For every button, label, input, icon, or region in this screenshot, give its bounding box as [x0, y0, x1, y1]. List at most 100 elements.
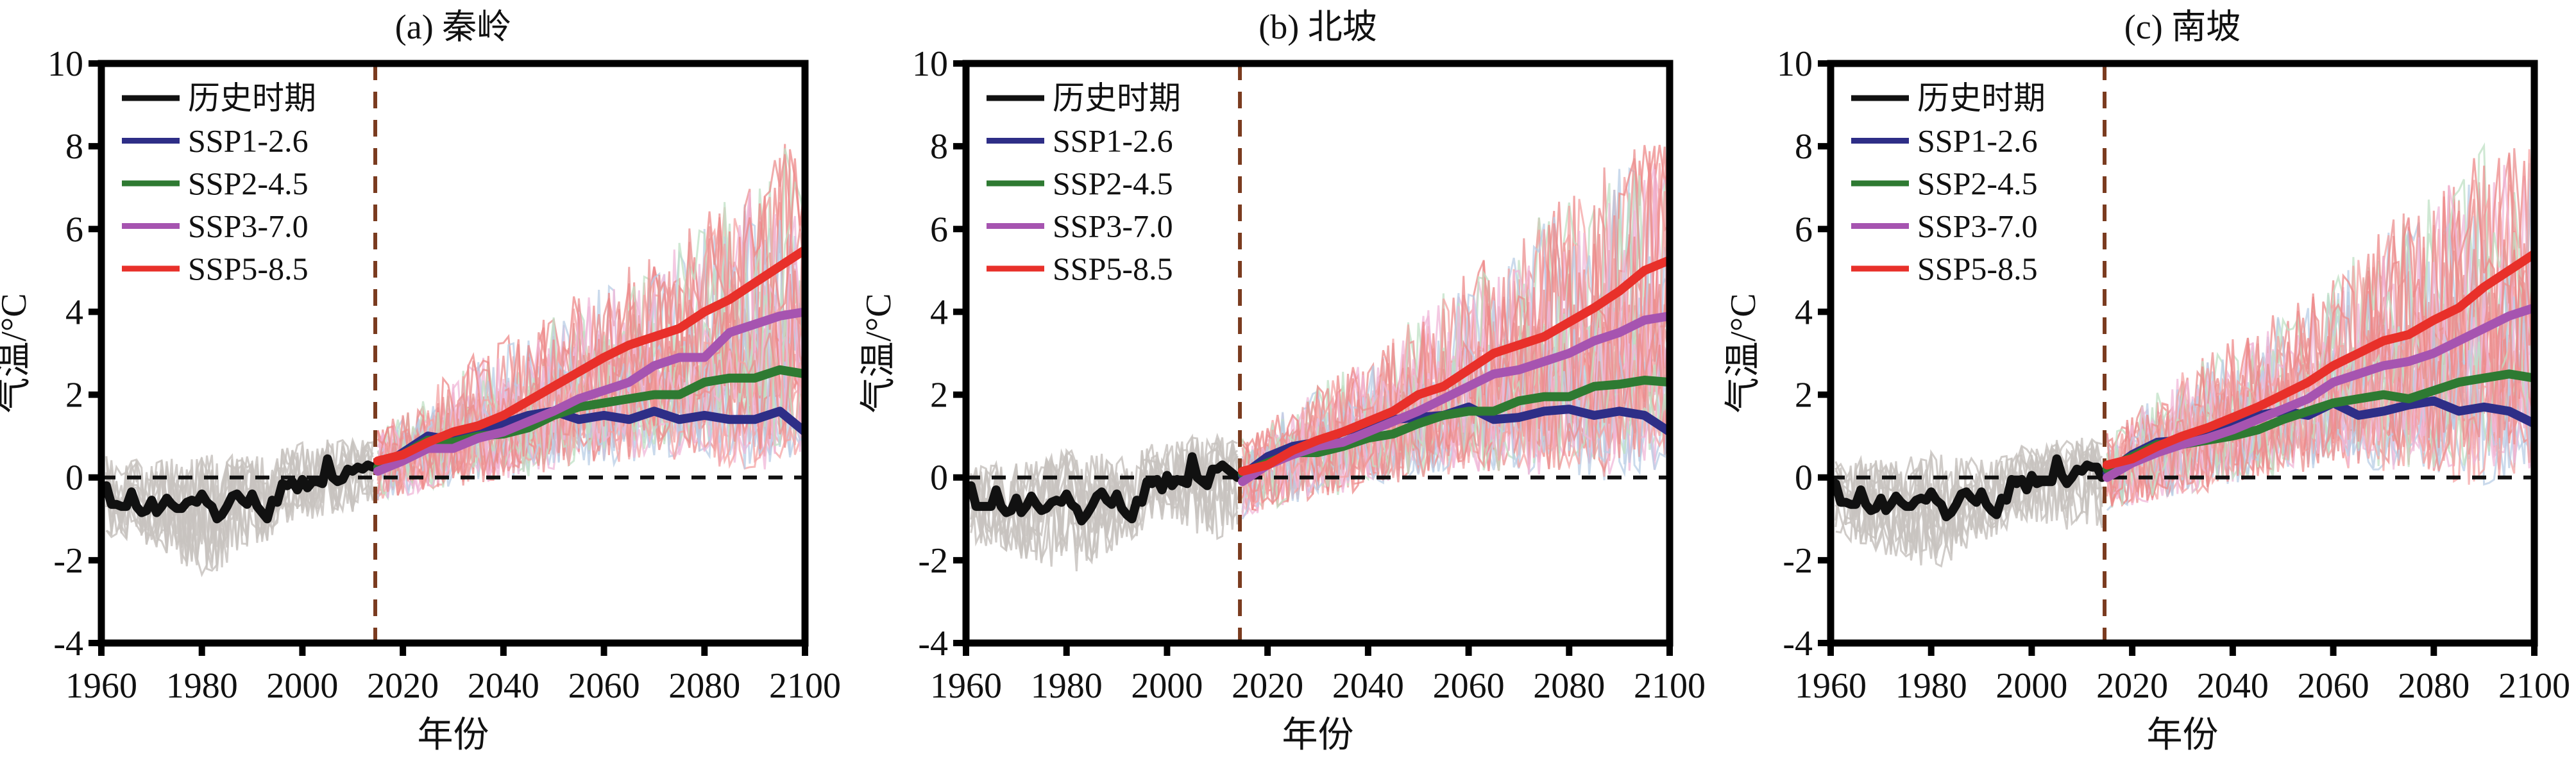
series-line-historical [1831, 454, 2107, 522]
legend-item: SSP5-8.5 [987, 251, 1173, 287]
ensemble-line-historical [106, 448, 374, 569]
series-line-ssp2-4.5 [1238, 376, 1670, 478]
plot-area [1831, 63, 2534, 643]
legend-label: 历史时期 [188, 80, 316, 116]
legend-label: SSP2-4.5 [188, 165, 309, 201]
x-tick-label: 2060 [1433, 666, 1505, 706]
y-tick-label: 10 [1777, 44, 1813, 84]
x-tick-label: 2100 [769, 666, 841, 706]
x-tick-label: 2000 [1131, 666, 1203, 706]
legend-label: SSP3-7.0 [1917, 208, 2038, 244]
y-tick-label: 6 [1795, 210, 1813, 249]
series-line-ssp5-8.5 [2103, 249, 2534, 470]
ensemble-line-future [2106, 291, 2534, 505]
y-tick-label: -4 [1783, 624, 1813, 664]
y-tick-label: 6 [65, 210, 83, 249]
x-tick-label: 2040 [2197, 666, 2269, 706]
legend-label: 历史时期 [1053, 80, 1181, 116]
x-tick-label: 2080 [1533, 666, 1605, 706]
ensemble-line-historical [1835, 437, 2103, 551]
plot-frame [962, 60, 1674, 647]
x-tick-label: 1960 [930, 666, 1002, 706]
legend-label: SSP2-4.5 [1917, 165, 2038, 201]
legend-item: SSP3-7.0 [987, 208, 1173, 244]
legend-item: 历史时期 [122, 80, 316, 116]
legend-item: SSP5-8.5 [1851, 251, 2038, 287]
legend-label: SSP2-4.5 [1053, 165, 1173, 201]
y-tick-label: -2 [53, 541, 83, 581]
legend-item: SSP1-2.6 [987, 123, 1173, 159]
legend-item: 历史时期 [987, 80, 1181, 116]
x-tick-label: 2080 [2398, 666, 2470, 706]
series-line-ssp3-7.0 [373, 307, 805, 476]
plot-area [966, 63, 1670, 643]
x-tick-label: 2060 [568, 666, 640, 706]
y-tick-label: 2 [1795, 376, 1813, 415]
series-line-ssp2-4.5 [373, 365, 805, 472]
y-tick-label: 2 [65, 376, 83, 415]
plot-frame [97, 60, 809, 647]
legend-item: SSP1-2.6 [122, 123, 309, 159]
x-tick-label: 2000 [1996, 666, 2067, 706]
legend: 历史时期 SSP1-2.6 SSP2-4.5 SSP3-7.0 SSP5-8.5 [987, 80, 1181, 287]
y-tick-label: 8 [1795, 127, 1813, 167]
y-tick-label: -2 [918, 541, 948, 581]
legend-item: SSP5-8.5 [122, 251, 309, 287]
legend-item: SSP3-7.0 [122, 208, 309, 244]
x-tick-label: 2060 [2298, 666, 2369, 706]
legend-item: SSP3-7.0 [1851, 208, 2038, 244]
y-tick-label: 4 [930, 292, 948, 332]
y-tick-label: -4 [53, 624, 83, 664]
legend-label: SSP5-8.5 [188, 251, 309, 287]
ensemble-line-future [2106, 165, 2534, 495]
legend-item: SSP1-2.6 [1851, 123, 2038, 159]
chart-title: (c) 南坡 [2124, 8, 2241, 46]
legend-label: SSP5-8.5 [1053, 251, 1173, 287]
legend-label: SSP3-7.0 [1053, 208, 1173, 244]
y-axis-label: 气温/°C [859, 293, 899, 413]
legend: 历史时期 SSP1-2.6 SSP2-4.5 SSP3-7.0 SSP5-8.5 [1851, 80, 2046, 287]
y-tick-label: 4 [65, 292, 83, 332]
legend-item: SSP2-4.5 [987, 165, 1173, 201]
legend-label: SSP1-2.6 [1917, 123, 2038, 159]
x-tick-label: 2100 [1634, 666, 1706, 706]
x-tick-label: 2000 [266, 666, 338, 706]
series-line-historical [101, 454, 378, 524]
x-tick-label: 2100 [2498, 666, 2570, 706]
x-tick-label: 1960 [65, 666, 137, 706]
y-tick-label: 0 [65, 458, 83, 498]
series-line-ssp3-7.0 [1238, 311, 1670, 487]
x-tick-label: 2040 [468, 666, 539, 706]
series-line-ssp5-8.5 [1238, 255, 1670, 476]
x-tick-label: 2020 [2096, 666, 2168, 706]
legend-label: 历史时期 [1917, 80, 2046, 116]
legend: 历史时期 SSP1-2.6 SSP2-4.5 SSP3-7.0 SSP5-8.5 [122, 80, 316, 287]
x-tick-label: 2040 [1332, 666, 1404, 706]
plot-area [101, 63, 805, 643]
y-tick-label: 0 [1795, 458, 1813, 498]
chart-panel-a: -4 -2 0 2 4 6 8 10 1960 1980 2000 2020 2040 2060 2080 2… [0, 8, 841, 755]
legend-label: SSP1-2.6 [1053, 123, 1173, 159]
series-line-historical [966, 452, 1242, 526]
y-tick-label: 6 [930, 210, 948, 249]
legend-label: SSP5-8.5 [1917, 251, 2038, 287]
x-tick-label: 1960 [1795, 666, 1867, 706]
y-tick-label: 8 [65, 127, 83, 167]
x-tick-label: 1980 [166, 666, 238, 706]
legend-label: SSP1-2.6 [188, 123, 309, 159]
x-tick-label: 2080 [668, 666, 740, 706]
y-tick-label: 10 [912, 44, 948, 84]
y-axis-label: 气温/°C [0, 293, 34, 413]
series-line-ssp5-8.5 [373, 245, 805, 465]
x-tick-label: 1980 [1895, 666, 1967, 706]
chart-title: (b) 北坡 [1258, 8, 1377, 46]
x-tick-label: 2020 [1232, 666, 1303, 706]
y-tick-label: -2 [1783, 541, 1813, 581]
chart-title: (a) 秦岭 [395, 8, 511, 46]
y-axis-label: 气温/°C [1724, 293, 1763, 413]
y-tick-label: 10 [47, 44, 83, 84]
chart-panel-b: -4 -2 0 2 4 6 8 10 1960 1980 2000 2020 2040 2060 2080 2… [859, 8, 1706, 755]
x-axis-label: 年份 [418, 715, 489, 755]
x-tick-label: 1980 [1031, 666, 1103, 706]
